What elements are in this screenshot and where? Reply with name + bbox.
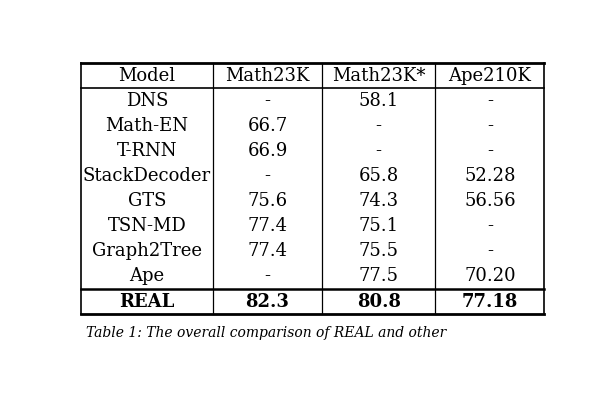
Text: StackDecoder: StackDecoder (83, 167, 211, 185)
Text: 66.9: 66.9 (247, 142, 288, 160)
Text: 75.1: 75.1 (359, 217, 399, 235)
Text: Graph2Tree: Graph2Tree (92, 242, 202, 260)
Text: Ape210K: Ape210K (448, 66, 531, 84)
Text: -: - (376, 117, 382, 135)
Text: DNS: DNS (126, 92, 168, 110)
Text: 75.5: 75.5 (359, 242, 399, 260)
Text: 65.8: 65.8 (359, 167, 399, 185)
Text: 77.4: 77.4 (248, 217, 287, 235)
Text: Math23K*: Math23K* (332, 66, 425, 84)
Text: -: - (376, 142, 382, 160)
Text: Math-EN: Math-EN (106, 117, 188, 135)
Text: 56.56: 56.56 (464, 192, 515, 210)
Text: REAL: REAL (120, 293, 174, 311)
Text: Math23K: Math23K (225, 66, 310, 84)
Text: 52.28: 52.28 (464, 167, 515, 185)
Text: 77.4: 77.4 (248, 242, 287, 260)
Text: -: - (487, 242, 493, 260)
Text: Table 1: The overall comparison of REAL and other: Table 1: The overall comparison of REAL … (85, 326, 446, 340)
Text: -: - (265, 167, 270, 185)
Text: Model: Model (118, 66, 176, 84)
Text: -: - (265, 268, 270, 285)
Text: 74.3: 74.3 (359, 192, 399, 210)
Text: GTS: GTS (127, 192, 167, 210)
Text: 58.1: 58.1 (359, 92, 399, 110)
Text: T-RNN: T-RNN (117, 142, 178, 160)
Text: -: - (487, 117, 493, 135)
Text: 80.8: 80.8 (357, 293, 401, 311)
Text: -: - (487, 142, 493, 160)
Text: -: - (487, 217, 493, 235)
Text: 82.3: 82.3 (245, 293, 289, 311)
Text: 77.18: 77.18 (462, 293, 518, 311)
Text: 77.5: 77.5 (359, 268, 399, 285)
Text: 66.7: 66.7 (247, 117, 287, 135)
Text: -: - (487, 92, 493, 110)
Text: 70.20: 70.20 (464, 268, 515, 285)
Text: 75.6: 75.6 (248, 192, 287, 210)
Text: Ape: Ape (129, 268, 165, 285)
Text: -: - (265, 92, 270, 110)
Text: TSN-MD: TSN-MD (107, 217, 187, 235)
